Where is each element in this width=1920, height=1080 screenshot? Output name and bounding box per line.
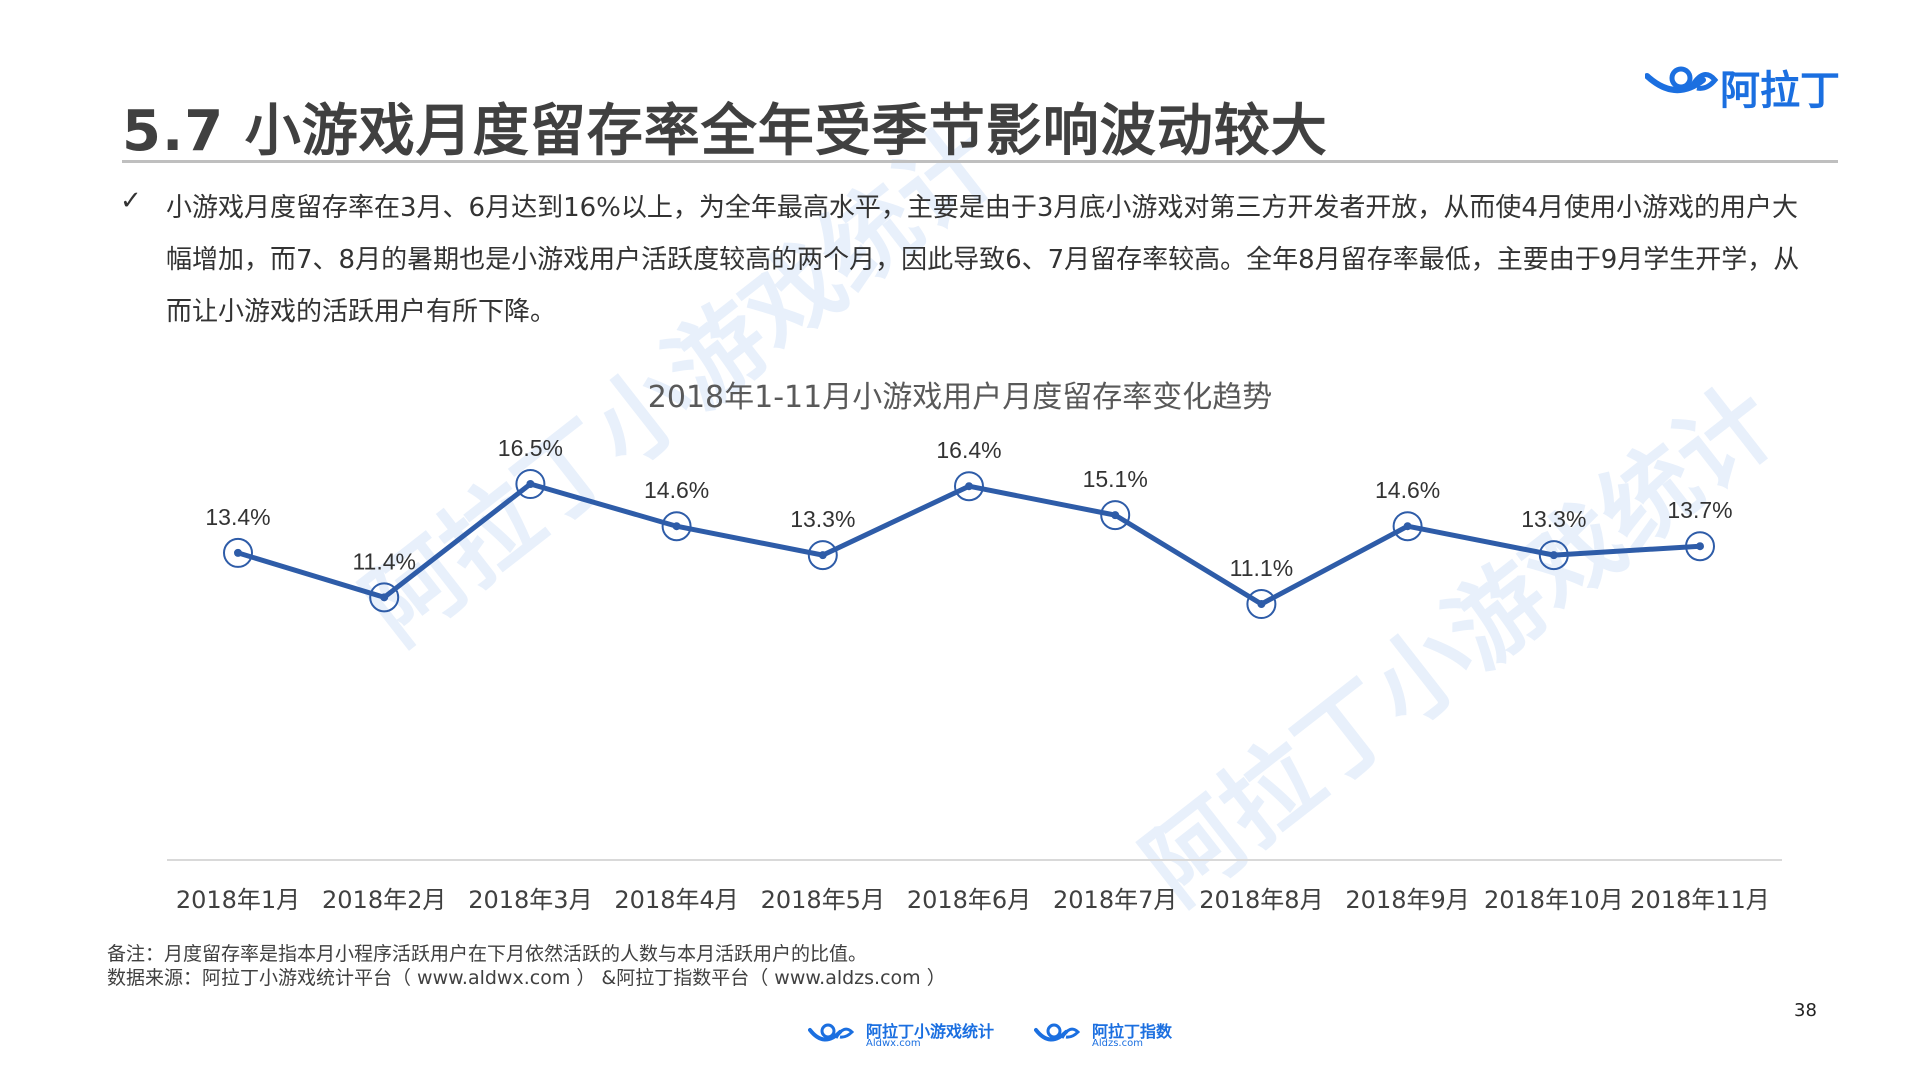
chart-title: 2018年1-11月小游戏用户月度留存率变化趋势 — [647, 380, 1273, 415]
line-chart: 13.4% 11.4% 16.5% 14.6% 13.3% 16.4% 15.1% 11.1%… — [167, 435, 1782, 914]
data-point — [223, 537, 253, 568]
data-point-dot — [234, 548, 242, 557]
lamp-logo-icon — [808, 1023, 855, 1042]
footer-logo-name: 阿拉丁小游戏统计 — [866, 1022, 995, 1041]
footer-logo-sub: Aldwx.com — [866, 1038, 921, 1049]
data-point-dot — [1696, 542, 1704, 551]
data-point-dot — [672, 522, 681, 531]
data-point — [1685, 531, 1715, 562]
x-tick-label: 2018年3月 — [468, 886, 592, 914]
data-point — [1538, 540, 1569, 571]
lamp-logo-icon — [1645, 66, 1719, 94]
data-point-dot — [1549, 551, 1558, 560]
lamp-logo-icon — [1034, 1023, 1081, 1042]
data-point — [1100, 500, 1131, 531]
x-tick-label: 2018年9月 — [1345, 886, 1469, 914]
data-point-dot — [1403, 522, 1412, 531]
data-point — [954, 471, 984, 502]
footer-logo-aldwx: 阿拉丁小游戏统计 Aldwx.com — [808, 1018, 1008, 1052]
footnote: 备注：月度留存率是指本月小程序活跃用户在下月依然活跃的人数与本月活跃用户的比值。… — [107, 942, 946, 990]
data-label: 13.3% — [1521, 506, 1586, 532]
data-point — [1392, 511, 1423, 542]
data-point-dot — [818, 551, 827, 560]
data-point — [661, 511, 692, 542]
data-label: 16.4% — [936, 437, 1001, 463]
check-icon: ✓ — [120, 186, 142, 216]
footer-logo-sub: Aldzs.com — [1092, 1038, 1143, 1049]
footnote-note: 备注：月度留存率是指本月小程序活跃用户在下月依然活跃的人数与本月活跃用户的比值。 — [107, 943, 868, 965]
data-point — [369, 582, 400, 613]
x-tick-label: 2018年10月 — [1484, 886, 1624, 914]
x-tick-label: 2018年7月 — [1053, 886, 1177, 914]
page-number: 38 — [1794, 1000, 1817, 1021]
footer-logo-aldzs: 阿拉丁指数 Aldzs.com — [1034, 1018, 1204, 1052]
data-point — [515, 469, 546, 499]
x-tick-label: 2018年6月 — [907, 886, 1031, 914]
data-point — [1246, 589, 1277, 619]
data-label: 11.1% — [1230, 555, 1294, 581]
brand-name: 阿拉丁 — [1720, 68, 1840, 114]
data-label: 14.6% — [644, 477, 709, 503]
footnote-source: 数据来源：阿拉丁小游戏统计平台（ www.aldwx.com ） &阿拉丁指数平… — [107, 967, 946, 989]
footer-logo-name: 阿拉丁指数 — [1092, 1022, 1173, 1041]
data-point-dot — [526, 480, 535, 488]
x-tick-label: 2018年5月 — [761, 886, 885, 914]
x-tick-label: 2018年4月 — [614, 886, 738, 914]
data-point — [807, 540, 838, 571]
series-line — [237, 481, 1701, 607]
data-label: 11.4% — [352, 548, 416, 574]
data-label: 13.7% — [1667, 497, 1732, 523]
bullet-paragraph: ✓ 小游戏月度留存率在3月、6月达到16%以上，为全年最高水平，主要是由于3月底… — [120, 182, 1810, 338]
x-tick-label: 2018年8月 — [1199, 886, 1323, 914]
title-divider — [122, 160, 1838, 163]
x-tick-label: 2018年1月 — [176, 886, 300, 914]
data-label: 13.4% — [205, 504, 270, 530]
x-tick-label: 2018年2月 — [322, 886, 446, 914]
x-tick-label: 2018年11月 — [1630, 886, 1770, 914]
data-label: 16.5% — [498, 435, 563, 461]
data-point-dot — [380, 593, 389, 602]
data-point-dot — [1111, 511, 1120, 520]
data-label: 13.3% — [790, 506, 855, 532]
data-point-dot — [1257, 600, 1266, 608]
data-label: 15.1% — [1083, 466, 1148, 492]
data-point-dot — [965, 482, 973, 491]
page-title: 5.7 小游戏月度留存率全年受季节影响波动较大 — [122, 99, 1328, 164]
bullet-text: 小游戏月度留存率在3月、6月达到16%以上，为全年最高水平，主要是由于3月底小游… — [166, 193, 1800, 327]
data-label: 14.6% — [1375, 477, 1440, 503]
